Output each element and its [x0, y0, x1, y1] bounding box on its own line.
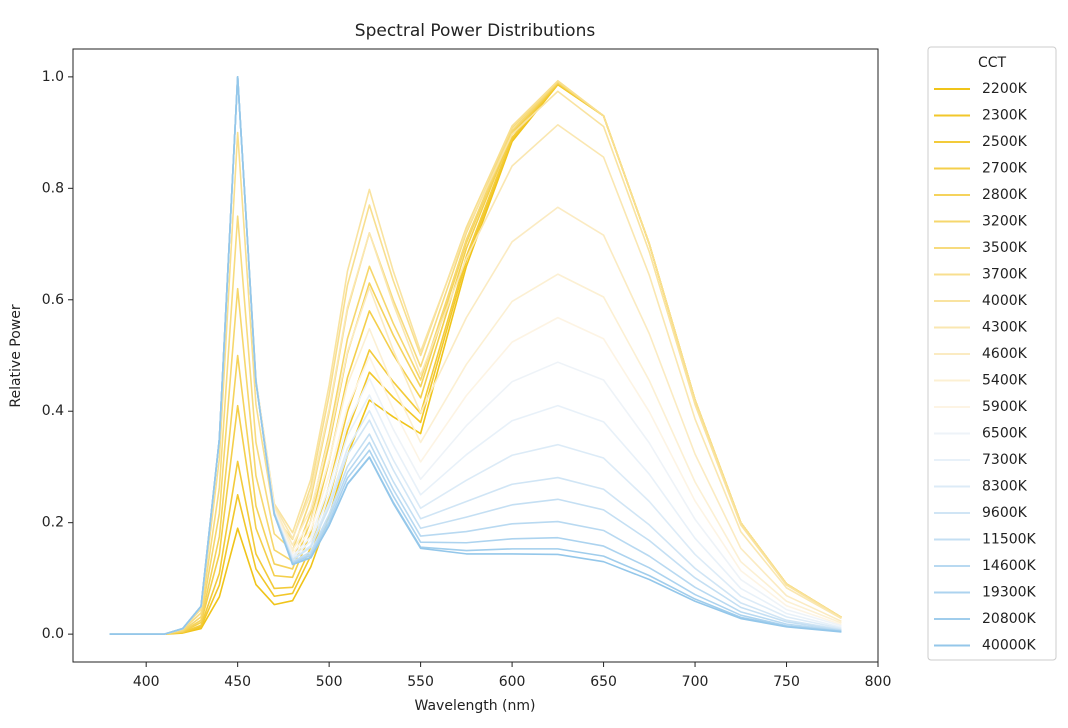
legend-label: 5400K: [982, 373, 1028, 389]
x-tick-label: 750: [773, 674, 800, 690]
series-line: [109, 82, 842, 635]
y-tick-label: 0.0: [42, 626, 64, 642]
y-tick-label: 1.0: [42, 69, 64, 85]
legend-label: 3200K: [982, 214, 1028, 230]
x-tick-label: 700: [682, 674, 709, 690]
chart-title: Spectral Power Distributions: [355, 21, 596, 41]
plot-frame: [72, 48, 879, 663]
y-axis-label: Relative Power: [8, 304, 24, 407]
legend-label: 14600K: [982, 558, 1037, 574]
x-tick-label: 500: [316, 674, 343, 690]
legend-label: 3700K: [982, 267, 1028, 283]
x-tick-label: 800: [865, 674, 892, 690]
legend-label: 7300K: [982, 452, 1028, 468]
legend-label: 11500K: [982, 532, 1037, 548]
series-line: [109, 79, 842, 635]
legend-label: 6500K: [982, 426, 1028, 442]
legend-label: 4000K: [982, 293, 1028, 309]
legend-label: 2300K: [982, 108, 1028, 124]
x-tick-label: 550: [407, 674, 434, 690]
legend-label: 4300K: [982, 320, 1028, 336]
legend-label: 40000K: [982, 638, 1037, 654]
legend-label: 19300K: [982, 585, 1037, 601]
legend-title: CCT: [978, 55, 1007, 71]
y-tick-label: 0.6: [42, 292, 64, 308]
legend-label: 2200K: [982, 81, 1028, 97]
y-tick-label: 0.2: [42, 515, 64, 531]
legend-label: 3500K: [982, 240, 1028, 256]
legend-label: 2500K: [982, 134, 1028, 150]
legend-label: 2800K: [982, 187, 1028, 203]
x-axis-label: Wavelength (nm): [415, 698, 536, 714]
legend-box: [927, 46, 1057, 661]
legend-label: 8300K: [982, 479, 1028, 495]
x-tick-label: 600: [499, 674, 526, 690]
legend-label: 9600K: [982, 505, 1028, 521]
x-tick-label: 650: [590, 674, 617, 690]
series-line: [109, 76, 842, 635]
x-tick-label: 450: [224, 674, 251, 690]
legend-label: 4600K: [982, 346, 1028, 362]
legend-label: 5900K: [982, 399, 1028, 415]
legend-label: 2700K: [982, 161, 1028, 177]
y-tick-label: 0.8: [42, 180, 64, 196]
y-tick-label: 0.4: [42, 403, 64, 419]
legend-label: 20800K: [982, 611, 1037, 627]
x-tick-label: 400: [133, 674, 160, 690]
